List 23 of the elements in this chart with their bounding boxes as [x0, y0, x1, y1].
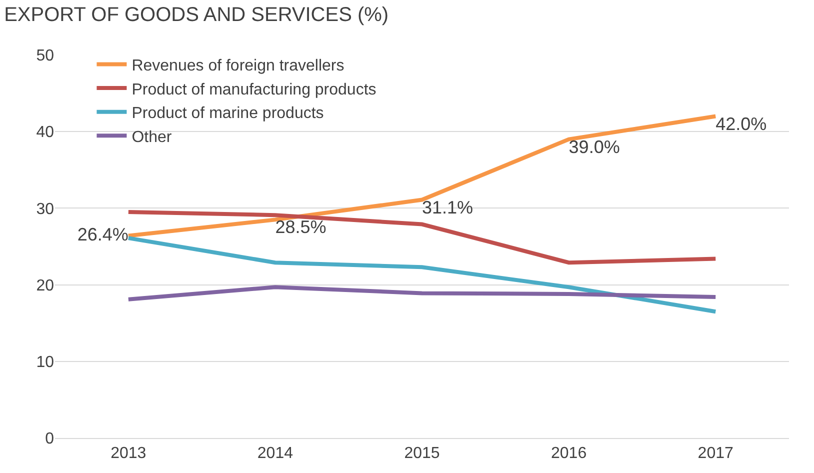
y-tick-label: 0: [45, 430, 54, 448]
x-tick-label: 2017: [698, 445, 734, 462]
data-label: 42.0%: [716, 114, 767, 134]
y-tick-label: 50: [36, 48, 54, 65]
data-label: 39.0%: [568, 136, 620, 157]
x-tick-label: 2014: [257, 445, 294, 462]
x-tick-label: 2013: [110, 445, 146, 462]
data-label: 28.5%: [275, 217, 326, 238]
y-tick-label: 30: [36, 200, 54, 218]
y-tick-label: 10: [36, 354, 54, 371]
x-tick-label: 2016: [551, 445, 587, 462]
chart-title: EXPORT OF GOODS AND SERVICES (%): [4, 4, 389, 26]
y-tick-label: 20: [36, 277, 54, 294]
legend-label: Product of marine products: [132, 105, 324, 122]
line-series: [126, 285, 718, 302]
data-label: 31.1%: [422, 197, 474, 218]
legend-label: Product of manufacturing products: [132, 81, 376, 98]
legend-label: Other: [132, 128, 172, 146]
y-tick-label: 40: [36, 124, 54, 142]
legend-label: Revenues of foreign travellers: [132, 57, 344, 74]
data-label: 26.4%: [77, 224, 128, 244]
x-tick-label: 2015: [404, 445, 440, 462]
line-series: [126, 236, 718, 314]
